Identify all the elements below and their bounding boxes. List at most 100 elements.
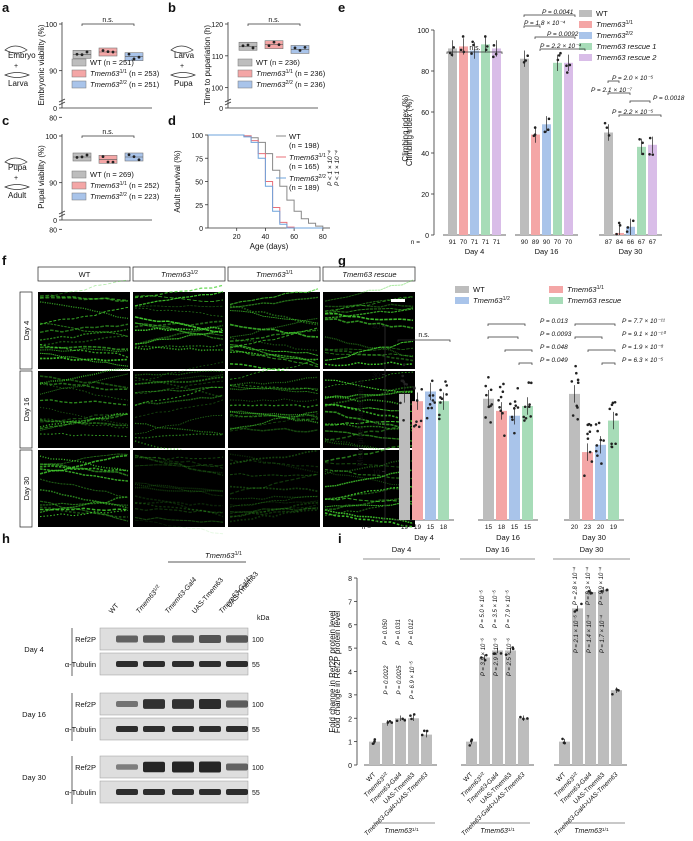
stage-top-icon bbox=[4, 45, 28, 54]
stage-top-label: Larva bbox=[174, 51, 195, 60]
band-label: Ref2P bbox=[75, 635, 96, 644]
data-point bbox=[85, 50, 89, 54]
data-point bbox=[546, 128, 550, 131]
data-point bbox=[529, 415, 532, 418]
lane-label-genotype: UAS-Tmem63 bbox=[226, 571, 260, 610]
legend-label: Tmem632/2 (n = 251) bbox=[90, 80, 160, 89]
data-point bbox=[570, 380, 574, 383]
data-point bbox=[611, 401, 615, 405]
y-tick-label: 3 bbox=[348, 693, 352, 700]
x-axis-label: Age (days) bbox=[250, 242, 289, 251]
axis-break bbox=[224, 98, 232, 106]
legend-swatch bbox=[71, 170, 87, 179]
day-label: Day 30 bbox=[580, 545, 604, 554]
data-point bbox=[565, 64, 568, 68]
y-tick-label: 4 bbox=[348, 670, 352, 677]
data-point bbox=[111, 160, 115, 164]
legend-label-genotype: WT bbox=[289, 132, 301, 141]
group-label: Day 4 bbox=[465, 247, 485, 256]
mw-label: 100 bbox=[252, 637, 264, 644]
data-point bbox=[498, 405, 501, 409]
data-point bbox=[524, 59, 528, 62]
micrograph-0-0 bbox=[38, 279, 130, 369]
footer-label-sup: 1/1 bbox=[508, 827, 515, 833]
data-point bbox=[615, 232, 618, 236]
fiber-stain bbox=[134, 433, 224, 439]
data-point bbox=[492, 44, 496, 47]
fiber-stain bbox=[324, 371, 414, 388]
fiber-stain bbox=[39, 335, 129, 346]
data-point bbox=[132, 57, 136, 61]
data-point bbox=[426, 406, 430, 410]
band bbox=[226, 700, 248, 708]
ns-label: n.s. bbox=[268, 17, 279, 24]
fiber-stain bbox=[134, 307, 224, 317]
bar bbox=[585, 592, 596, 765]
fiber-stain bbox=[39, 489, 129, 509]
fiber-stain bbox=[324, 494, 414, 511]
legend-label-sup: 2/2 bbox=[626, 31, 633, 37]
fiber-stain bbox=[134, 519, 224, 535]
data-point bbox=[459, 48, 463, 52]
fiber-stain bbox=[134, 456, 224, 474]
ns-label: n.s. bbox=[102, 17, 113, 24]
fiber-stain bbox=[229, 376, 319, 386]
legend-label-n: (n = 251) bbox=[102, 58, 135, 67]
x-tick-label: 40 bbox=[262, 234, 270, 241]
column-header-box bbox=[132, 266, 226, 282]
fiber-stain bbox=[39, 296, 129, 302]
fiber-stain bbox=[229, 305, 319, 326]
n-value: 87 bbox=[605, 239, 613, 246]
pval-2: P < 1 × 10⁻⁴ bbox=[327, 150, 334, 186]
data-point bbox=[127, 153, 131, 157]
data-point bbox=[428, 394, 432, 397]
bar bbox=[582, 452, 593, 520]
data-point bbox=[444, 380, 447, 383]
micrograph-2-2 bbox=[228, 449, 320, 527]
panel-c: 0 80 90 100 Pupal viability (%) n.s. WT (n = 2… bbox=[4, 129, 160, 234]
data-point bbox=[508, 402, 512, 406]
legend-label-n: (n = 236) bbox=[268, 58, 301, 67]
fiber-stain bbox=[230, 384, 319, 392]
y-tick-label: 0 bbox=[348, 763, 352, 770]
fiber-stain bbox=[229, 449, 319, 465]
data-point bbox=[600, 590, 603, 593]
blot-day-label: Day 16 bbox=[22, 710, 46, 719]
data-point bbox=[543, 130, 547, 134]
day-label: Day 4 bbox=[392, 545, 412, 554]
n-value: 19 bbox=[610, 524, 618, 531]
fiber-stain bbox=[229, 473, 319, 477]
fiber-stain bbox=[39, 413, 129, 423]
data-point bbox=[409, 714, 412, 717]
data-point bbox=[588, 450, 592, 454]
y-tick-label: 80 bbox=[49, 227, 57, 234]
y-tick-label: 8 bbox=[348, 576, 352, 583]
stage-top-icon bbox=[170, 45, 194, 54]
micrograph-2-0 bbox=[38, 450, 130, 527]
ns-label: n.s. bbox=[469, 45, 480, 52]
fiber-stain bbox=[229, 495, 319, 508]
fiber-stain bbox=[229, 509, 319, 523]
data-point bbox=[586, 432, 589, 436]
data-point bbox=[514, 404, 518, 407]
band bbox=[199, 726, 221, 732]
pval: P = 1.7 × 10⁻⁴ bbox=[599, 614, 606, 653]
band bbox=[143, 661, 165, 667]
data-point bbox=[405, 383, 409, 386]
y-tick-label: 100 bbox=[417, 28, 429, 35]
legend-label-genotype: Tmem63 bbox=[90, 192, 120, 201]
data-point bbox=[438, 417, 441, 421]
column-header-genotype: WT bbox=[79, 270, 91, 279]
data-point bbox=[388, 719, 392, 723]
data-point bbox=[522, 717, 525, 721]
data-point bbox=[438, 413, 441, 417]
n-value: 67 bbox=[649, 239, 657, 246]
fiber-stain bbox=[134, 376, 224, 385]
bar bbox=[598, 589, 609, 765]
micrograph-bg bbox=[38, 371, 130, 448]
data-point bbox=[574, 364, 577, 368]
pval: P = 2.2 × 10⁻⁵ bbox=[612, 109, 654, 116]
data-point bbox=[246, 43, 250, 47]
y-axis-label: Adult survival (%) bbox=[173, 150, 182, 213]
